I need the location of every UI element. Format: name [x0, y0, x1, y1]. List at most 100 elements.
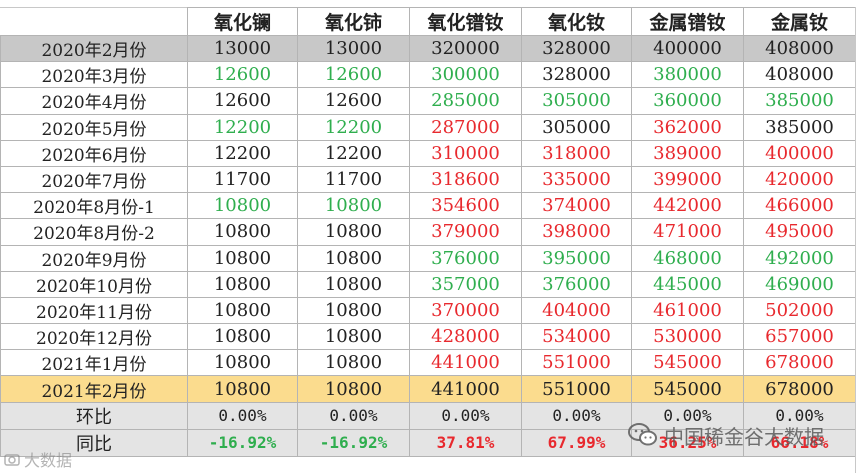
price-cell: 12200	[297, 113, 410, 141]
price-cell: 10800	[187, 296, 298, 325]
row-label: 2020年3月份	[0, 61, 188, 89]
camera-icon	[4, 454, 20, 466]
price-cell: 10800	[297, 218, 410, 246]
price-cell: 420000	[743, 165, 856, 194]
row-label: 同比	[0, 428, 188, 457]
price-cell: 445000	[631, 270, 744, 298]
table-row: 2020年6月份 12200 12200 310000 318000 389000 4000…	[0, 139, 856, 167]
price-cell: 400000	[743, 139, 856, 167]
price-cell: 335000	[521, 165, 632, 194]
row-label: 2020年9月份	[0, 244, 188, 272]
price-cell: 10800	[297, 192, 410, 220]
price-cell: 13000	[297, 34, 410, 63]
price-cell: 0.00%	[409, 401, 522, 430]
price-cell: 376000	[521, 270, 632, 298]
price-cell: 10800	[297, 296, 410, 325]
right-grid-edge	[855, 7, 859, 473]
price-cell: 300000	[409, 61, 522, 89]
price-cell: 10800	[187, 192, 298, 220]
price-cell: 287000	[409, 113, 522, 141]
price-cell: 12600	[187, 87, 298, 115]
row-label: 2020年7月份	[0, 165, 188, 194]
row-label: 2020年2月份	[0, 34, 188, 63]
price-cell: 318000	[521, 139, 632, 167]
price-cell: 328000	[521, 61, 632, 89]
price-cell: 10800	[187, 349, 298, 377]
price-cell: 657000	[743, 323, 856, 351]
row-label: 2020年4月份	[0, 87, 188, 115]
table-row: 2020年8月份-2 10800 10800 379000 398000 471000 49…	[0, 218, 856, 246]
row-label: 2020年8月份-2	[0, 218, 188, 246]
price-cell: 492000	[743, 244, 856, 272]
price-cell: 389000	[631, 139, 744, 167]
corner-cell	[0, 7, 188, 36]
price-cell: 66.18%	[743, 428, 856, 457]
price-cell: 534000	[521, 323, 632, 351]
row-label: 环比	[0, 401, 188, 430]
column-header: 金属钕	[743, 7, 856, 36]
price-cell: 13000	[187, 34, 298, 63]
price-cell: 495000	[743, 218, 856, 246]
price-cell: 385000	[743, 87, 856, 115]
price-cell: 305000	[521, 87, 632, 115]
price-cell: 442000	[631, 192, 744, 220]
price-cell: 12600	[187, 61, 298, 89]
price-cell: 12200	[297, 139, 410, 167]
price-cell: 10800	[297, 323, 410, 351]
price-cell: 10800	[187, 244, 298, 272]
row-label: 2020年8月份-1	[0, 192, 188, 220]
price-cell: 318600	[409, 165, 522, 194]
column-header: 氧化镨钕	[409, 7, 522, 36]
price-cell: 0.00%	[297, 401, 410, 430]
wechat-icon	[628, 423, 657, 446]
price-cell: 328000	[521, 34, 632, 63]
header-row: 氧化镧 氧化铈 氧化镨钕 氧化钕 金属镨钕 金属钕	[0, 7, 856, 36]
price-cell: 11700	[297, 165, 410, 194]
price-cell: 428000	[409, 323, 522, 351]
table-row: 2020年3月份 12600 12600 300000 328000 380000 4080…	[0, 61, 856, 89]
price-cell: 399000	[631, 165, 744, 194]
price-cell: 10800	[187, 375, 298, 403]
price-cell: 380000	[631, 61, 744, 89]
price-cell: 12600	[297, 61, 410, 89]
table-row: 2021年1月份 10800 10800 441000 551000 545000 6780…	[0, 349, 856, 377]
price-cell: 385000	[743, 113, 856, 141]
price-cell: 362000	[631, 113, 744, 141]
watermark-wechat: 中国稀金谷大数据	[628, 420, 824, 450]
price-cell: 441000	[409, 349, 522, 377]
table-row: 2020年9月份 10800 10800 376000 395000 468000 4920…	[0, 244, 856, 272]
table-row: 2020年7月份 11700 11700 318600 335000 399000 4200…	[0, 165, 856, 194]
price-cell: 502000	[743, 296, 856, 325]
table-row: 2020年5月份 12200 12200 287000 305000 362000 3850…	[0, 113, 856, 141]
price-cell: 354600	[409, 192, 522, 220]
price-cell: 370000	[409, 296, 522, 325]
price-cell: 678000	[743, 375, 856, 403]
price-cell: 468000	[631, 244, 744, 272]
price-cell: 310000	[409, 139, 522, 167]
price-cell: 374000	[521, 192, 632, 220]
table-row: 2020年10月份 10800 10800 357000 376000 445000 469…	[0, 270, 856, 298]
price-cell: 441000	[409, 375, 522, 403]
price-cell: 10800	[297, 349, 410, 377]
price-cell: 285000	[409, 87, 522, 115]
price-cell: 471000	[631, 218, 744, 246]
price-cell: 379000	[409, 218, 522, 246]
price-cell: 67.99%	[521, 428, 632, 457]
price-cell: 530000	[631, 323, 744, 351]
price-cell: -16.92%	[187, 428, 298, 457]
row-label: 2020年12月份	[0, 323, 188, 351]
price-cell: 11700	[187, 165, 298, 194]
price-cell: 551000	[521, 375, 632, 403]
row-label: 2020年11月份	[0, 296, 188, 325]
watermark-left-text: 大数据	[24, 451, 73, 470]
watermark-right-text: 中国稀金谷大数据	[664, 424, 824, 449]
column-header: 金属镨钕	[631, 7, 744, 36]
watermark-left: 大数据	[4, 447, 72, 471]
table-row: 2020年8月份-1 10800 10800 354600 374000 442000 46…	[0, 192, 856, 220]
column-header: 氧化镧	[187, 7, 298, 36]
price-cell: 398000	[521, 218, 632, 246]
table-row: 2021年2月份 10800 10800 441000 551000 545000 6780…	[0, 375, 856, 403]
table-row: 2020年12月份 10800 10800 428000 534000 530000 657…	[0, 323, 856, 351]
price-cell: 10800	[297, 270, 410, 298]
price-cell: 400000	[631, 34, 744, 63]
